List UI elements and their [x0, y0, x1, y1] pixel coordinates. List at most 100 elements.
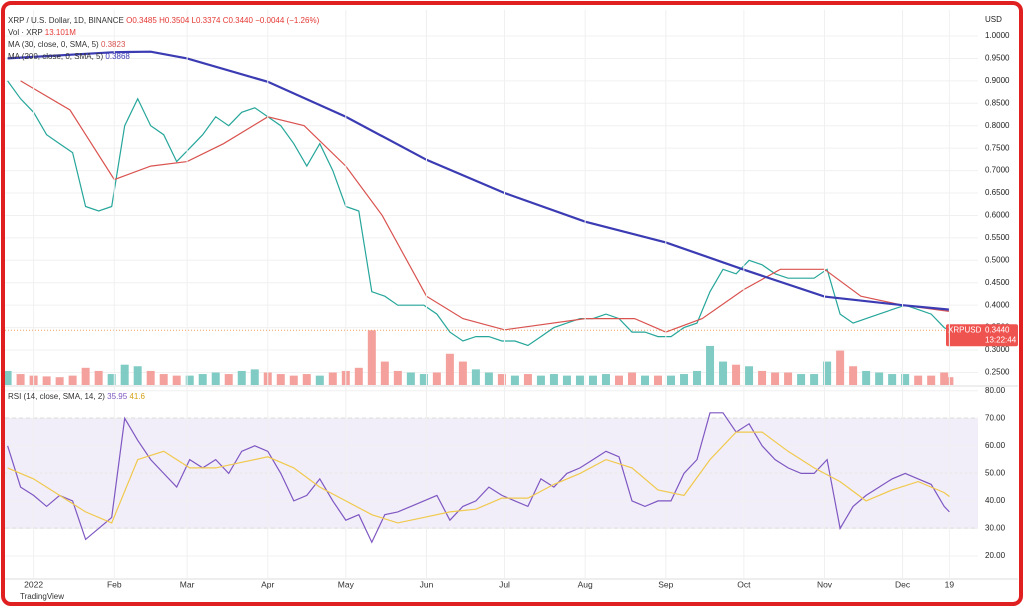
- x-tick-label: Dec: [895, 579, 911, 589]
- y-tick-label: 50.00: [985, 468, 1006, 477]
- x-tick-label: Nov: [817, 579, 833, 589]
- volume-bar: [797, 374, 806, 385]
- volume-bar: [549, 374, 558, 385]
- symbol: XRP / U.S. Dollar, 1D, BINANCE: [8, 16, 124, 25]
- legend-value: 0.3823: [101, 40, 126, 49]
- volume-bar: [719, 361, 728, 385]
- x-tick-label: Oct: [737, 579, 751, 589]
- price-tag-box: [946, 324, 1018, 347]
- y-tick-label: 0.5500: [985, 233, 1010, 242]
- legend-value: 13.101M: [45, 28, 76, 37]
- x-tick-label: Jul: [499, 579, 510, 589]
- volume-bar: [380, 361, 389, 385]
- ma30-legend: MA (30, close, 0, SMA, 5) 0.3823: [8, 40, 126, 49]
- volume-bar: [562, 375, 571, 385]
- volume-bar: [432, 372, 441, 385]
- volume-bar: [198, 374, 207, 385]
- volume-bar: [393, 370, 402, 385]
- volume-bar: [159, 374, 168, 385]
- x-tick-label: Apr: [261, 579, 274, 589]
- x-tick-label: 2022: [24, 579, 43, 589]
- volume-bar: [250, 369, 259, 385]
- price-tag-countdown: 13:22:44: [985, 335, 1017, 344]
- volume-bar: [354, 367, 363, 385]
- y-tick-label: 0.7000: [985, 166, 1010, 175]
- volume-bar: [107, 374, 116, 385]
- x-tick-label: Sep: [658, 579, 673, 589]
- volume-bar: [185, 375, 194, 385]
- volume-bar: [940, 372, 949, 385]
- volume-bar: [732, 364, 741, 385]
- volume-bar: [771, 372, 780, 385]
- volume-bar: [367, 330, 376, 385]
- volume-bar: [745, 366, 754, 385]
- volume-bar: [523, 374, 532, 385]
- volume-bar: [693, 370, 702, 385]
- volume-bar: [614, 375, 623, 385]
- volume-bar: [289, 375, 298, 385]
- unit-label: USD: [985, 15, 1002, 24]
- y-tick-label: 0.8500: [985, 98, 1010, 107]
- volume-bar: [172, 375, 181, 385]
- high: H0.3504: [159, 16, 190, 25]
- volume-bar: [784, 372, 793, 385]
- x-tick-label: Feb: [107, 579, 122, 589]
- ma200-legend: MA (200, close, 0, SMA, 5) 0.3868: [8, 52, 130, 61]
- volume-bar: [445, 353, 454, 385]
- legend-name: RSI (14, close, SMA, 14, 2): [8, 392, 105, 401]
- volume-bar: [315, 375, 324, 385]
- volume-bar: [862, 370, 871, 385]
- volume-bar: [42, 376, 51, 385]
- close: C0.3440: [223, 16, 254, 25]
- y-tick-label: 60.00: [985, 441, 1006, 450]
- x-tick-label: Aug: [578, 579, 593, 589]
- volume-bar: [16, 374, 25, 385]
- volume-bar: [758, 370, 767, 385]
- volume-bar: [211, 372, 220, 385]
- volume-bar: [471, 369, 480, 385]
- volume-bar: [133, 366, 142, 385]
- change: −0.0044 (−1.26%): [255, 16, 319, 25]
- y-tick-label: 30.00: [985, 524, 1006, 533]
- rsi-legend: RSI (14, close, SMA, 14, 2) 35.95 41.6: [8, 392, 146, 401]
- volume-bar: [81, 367, 90, 385]
- volume-bar: [601, 374, 610, 385]
- brand: TradingView: [20, 592, 64, 601]
- legend-value: 35.95: [107, 392, 128, 401]
- y-tick-label: 80.00: [985, 386, 1006, 395]
- legend-value: 41.6: [129, 392, 145, 401]
- y-tick-label: 0.2500: [985, 368, 1010, 377]
- open: O0.3485: [126, 16, 157, 25]
- y-tick-label: 0.6000: [985, 211, 1010, 220]
- volume-bar: [406, 372, 415, 385]
- volume-bar: [237, 370, 246, 385]
- volume-bar: [706, 345, 715, 385]
- volume-bar: [3, 370, 12, 385]
- y-tick-label: 0.4000: [985, 300, 1010, 309]
- y-tick-label: 0.7500: [985, 143, 1010, 152]
- volume-bar: [94, 370, 103, 385]
- volume-bar: [224, 374, 233, 385]
- series-line: [20, 80, 950, 333]
- legend-value: 0.3868: [105, 52, 130, 61]
- x-tick-label: 19: [945, 579, 955, 589]
- legend-name: Vol · XRP: [8, 28, 43, 37]
- volume-bar: [55, 377, 64, 385]
- y-tick-label: 0.3000: [985, 345, 1010, 354]
- volume-bar: [836, 350, 845, 385]
- volume-bar: [146, 370, 155, 385]
- y-tick-label: 40.00: [985, 496, 1006, 505]
- volume-bar: [888, 374, 897, 385]
- legend-name: MA (30, close, 0, SMA, 5): [8, 40, 99, 49]
- y-tick-label: 0.4500: [985, 278, 1010, 287]
- plot-layer: 1.0000 0.9500 0.9000 0.8500 0.8000 0.7500 0.70…: [3, 10, 1018, 589]
- volume-bar: [680, 374, 689, 385]
- volume-bar: [667, 375, 676, 385]
- volume-bar: [120, 364, 129, 385]
- volume-bar: [927, 375, 936, 385]
- x-tick-label: Mar: [180, 579, 195, 589]
- volume-bar: [640, 375, 649, 385]
- volume-bar: [914, 375, 923, 385]
